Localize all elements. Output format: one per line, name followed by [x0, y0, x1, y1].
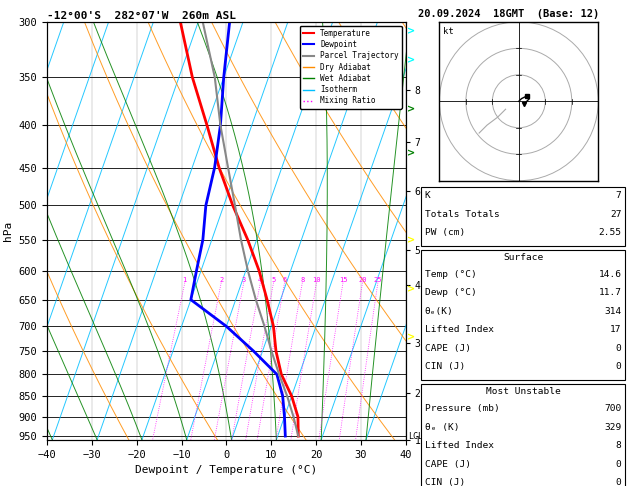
Text: 4: 4 — [258, 277, 262, 283]
Text: 5: 5 — [271, 277, 276, 283]
Text: 7: 7 — [616, 191, 621, 200]
Text: 314: 314 — [604, 307, 621, 316]
Text: © weatheronline.co.uk: © weatheronline.co.uk — [470, 450, 576, 459]
Text: 700: 700 — [604, 404, 621, 413]
Text: Temp (°C): Temp (°C) — [425, 270, 476, 279]
Text: 8: 8 — [300, 277, 304, 283]
Text: 2.55: 2.55 — [598, 228, 621, 237]
Text: 25: 25 — [374, 277, 382, 283]
Text: 15: 15 — [339, 277, 347, 283]
Text: 3: 3 — [242, 277, 246, 283]
Y-axis label: hPa: hPa — [3, 221, 13, 241]
Text: PW (cm): PW (cm) — [425, 228, 465, 237]
Text: 17: 17 — [610, 326, 621, 334]
Text: Surface: Surface — [503, 253, 543, 262]
Text: 329: 329 — [604, 423, 621, 432]
X-axis label: Dewpoint / Temperature (°C): Dewpoint / Temperature (°C) — [135, 465, 318, 475]
Text: >: > — [407, 236, 415, 245]
Text: 0: 0 — [616, 344, 621, 353]
Text: >: > — [407, 333, 415, 343]
Text: >: > — [407, 56, 415, 66]
Text: CIN (J): CIN (J) — [425, 478, 465, 486]
Text: >: > — [407, 284, 415, 294]
Text: K: K — [425, 191, 430, 200]
Text: Totals Totals: Totals Totals — [425, 210, 499, 219]
Legend: Temperature, Dewpoint, Parcel Trajectory, Dry Adiabat, Wet Adiabat, Isotherm, Mi: Temperature, Dewpoint, Parcel Trajectory… — [299, 26, 402, 108]
Y-axis label: km
ASL: km ASL — [428, 220, 446, 242]
Text: kt: kt — [443, 27, 454, 35]
Text: >: > — [407, 148, 415, 158]
Text: Lifted Index: Lifted Index — [425, 441, 494, 450]
Text: 27: 27 — [610, 210, 621, 219]
Text: Pressure (mb): Pressure (mb) — [425, 404, 499, 413]
Text: 2: 2 — [219, 277, 223, 283]
Text: 20.09.2024  18GMT  (Base: 12): 20.09.2024 18GMT (Base: 12) — [418, 9, 599, 19]
Text: 8: 8 — [616, 441, 621, 450]
Text: θₑ(K): θₑ(K) — [425, 307, 454, 316]
Text: CAPE (J): CAPE (J) — [425, 344, 470, 353]
Text: >: > — [407, 104, 415, 114]
Text: CIN (J): CIN (J) — [425, 363, 465, 371]
Text: -12°00'S  282°07'W  260m ASL: -12°00'S 282°07'W 260m ASL — [47, 11, 236, 21]
Text: >: > — [407, 27, 415, 36]
Text: 0: 0 — [616, 478, 621, 486]
Text: Most Unstable: Most Unstable — [486, 387, 560, 396]
Text: Lifted Index: Lifted Index — [425, 326, 494, 334]
Text: 20: 20 — [358, 277, 367, 283]
Text: LCL: LCL — [408, 433, 423, 441]
Text: 11.7: 11.7 — [598, 289, 621, 297]
Text: 0: 0 — [616, 460, 621, 469]
Text: CAPE (J): CAPE (J) — [425, 460, 470, 469]
Text: 0: 0 — [616, 363, 621, 371]
Text: 14.6: 14.6 — [598, 270, 621, 279]
Text: 1: 1 — [182, 277, 187, 283]
Text: Dewp (°C): Dewp (°C) — [425, 289, 476, 297]
Text: θₑ (K): θₑ (K) — [425, 423, 459, 432]
Text: 6: 6 — [282, 277, 287, 283]
Text: 10: 10 — [312, 277, 321, 283]
